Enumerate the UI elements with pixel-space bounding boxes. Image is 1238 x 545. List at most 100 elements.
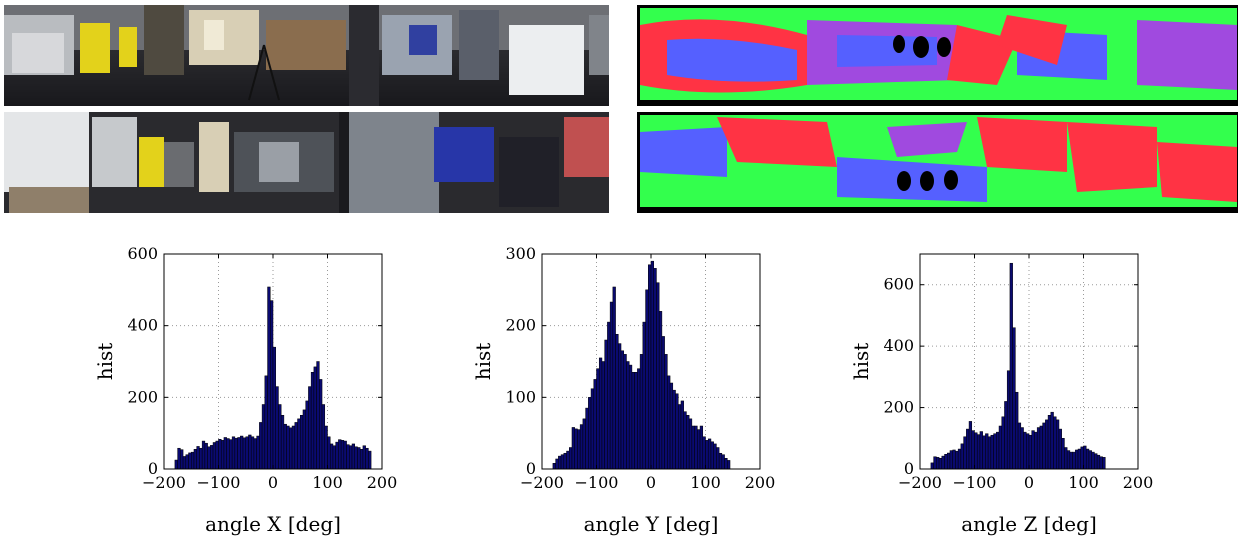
histogram-bar [727, 460, 731, 470]
histogram-bar [1056, 419, 1060, 470]
histogram-bar [180, 449, 184, 470]
histogram-bar [215, 440, 219, 470]
tick-label-x: 200 [367, 473, 398, 492]
histogram-bar [272, 346, 276, 470]
tick-label-y: 100 [505, 387, 536, 406]
histogram-bar [305, 400, 309, 470]
tick-label-x: 200 [1123, 473, 1154, 492]
tick-label-x: 0 [646, 473, 656, 492]
histogram-bar [979, 431, 983, 470]
histogram-bar [1102, 457, 1106, 470]
histogram-bar [291, 425, 296, 470]
histogram-bar [1085, 448, 1090, 470]
histogram-bar [1075, 449, 1079, 470]
tick-label-y: 0 [526, 459, 536, 478]
histogram-2: −200 −100 0 100 200 0 200 400 600 angle Z [deg] hi… [849, 253, 1154, 536]
histogram-bar [327, 436, 331, 470]
panorama-flow-bottom [637, 112, 1238, 213]
tick-label-x: −100 [197, 473, 241, 492]
histogram-bar [259, 422, 263, 470]
histogram-bar [256, 435, 260, 470]
histogram-bar [721, 454, 725, 470]
histogram-bar [300, 415, 304, 470]
histogram-bar [968, 421, 973, 470]
histogram-bar [316, 361, 320, 470]
histogram-bar [1020, 427, 1024, 470]
histogram-bar [585, 407, 589, 470]
histogram-bar [960, 443, 964, 470]
histogram-bar [1015, 391, 1019, 470]
histogram-bar [675, 393, 679, 470]
histogram-bar [653, 268, 657, 470]
histogram-bar [196, 446, 200, 470]
y-axis-label: hist [471, 343, 495, 381]
histogram-bar [631, 372, 635, 470]
histogram-bar [569, 447, 573, 470]
histogram-bar [716, 447, 720, 470]
panorama-photo-bottom [4, 112, 609, 213]
tick-label-x: 0 [268, 473, 278, 492]
histogram-bar [340, 440, 345, 470]
tick-label-y: 200 [883, 398, 914, 417]
histogram-bar [637, 368, 641, 470]
histogram-bar [987, 436, 992, 470]
x-axis-label: angle X [deg] [205, 512, 341, 536]
histogram-bar [1045, 419, 1049, 470]
histogram-bar [998, 425, 1003, 470]
histogram-bar [275, 386, 279, 470]
histogram-bar [270, 300, 274, 470]
histogram-bar [648, 264, 652, 470]
histogram-bar [1017, 422, 1022, 470]
y-axis-label: hist [849, 343, 873, 381]
histogram-bar [596, 368, 600, 470]
histogram-bar [558, 455, 562, 470]
histogram-bar [612, 286, 616, 470]
histogram-bar [707, 438, 712, 470]
x-axis-label: angle Z [deg] [961, 512, 1097, 536]
histogram-bar [210, 445, 214, 470]
tick-label-y: 0 [904, 459, 914, 478]
histogram-bar [329, 443, 334, 470]
histogram-bar [955, 450, 959, 470]
histogram-bar [359, 449, 364, 470]
histogram-bar [1001, 416, 1005, 470]
histogram-0: −200 −100 0 100 200 0 200 400 600 angle X [deg] hi… [93, 244, 397, 536]
histogram-bar [642, 321, 646, 470]
histogram-bar [188, 452, 192, 470]
histogram-bar [1064, 447, 1068, 470]
histogram-bar [588, 397, 592, 470]
histogram-bar [191, 451, 195, 470]
histogram-bar [582, 418, 586, 470]
histogram-bar [609, 301, 614, 470]
histogram-bar [302, 409, 306, 470]
histogram-bar [601, 361, 605, 470]
histogram-bar [678, 404, 682, 470]
histogram-bar [963, 436, 967, 470]
histogram-bar [672, 389, 676, 470]
histogram-bar [938, 458, 943, 470]
histogram-bar [351, 443, 355, 470]
histogram-bar [667, 375, 671, 470]
histogram-bar [1053, 416, 1057, 470]
panorama-flow-top [637, 5, 1238, 106]
histogram-bar [560, 454, 565, 470]
histogram-bar [199, 447, 203, 470]
histogram-bar [354, 446, 358, 470]
histogram-bar [248, 434, 252, 470]
histogram-bar [1031, 430, 1035, 470]
tick-label-y: 600 [883, 275, 914, 294]
histogram-bar [223, 437, 227, 470]
histogram-bar [1077, 448, 1082, 470]
tick-label-y: 400 [883, 336, 914, 355]
histogram-bar [1012, 327, 1016, 470]
histogram-bar [332, 445, 336, 470]
histogram-bar [278, 404, 282, 470]
histogram-bar [308, 386, 312, 470]
histogram-bar [1034, 431, 1038, 470]
histogram-bar [971, 430, 975, 470]
histogram-bar [1096, 454, 1101, 470]
histogram-bar [694, 425, 698, 470]
histogram-bar [250, 436, 255, 470]
histogram-bar [615, 334, 619, 470]
tick-label-y: 200 [127, 387, 158, 406]
